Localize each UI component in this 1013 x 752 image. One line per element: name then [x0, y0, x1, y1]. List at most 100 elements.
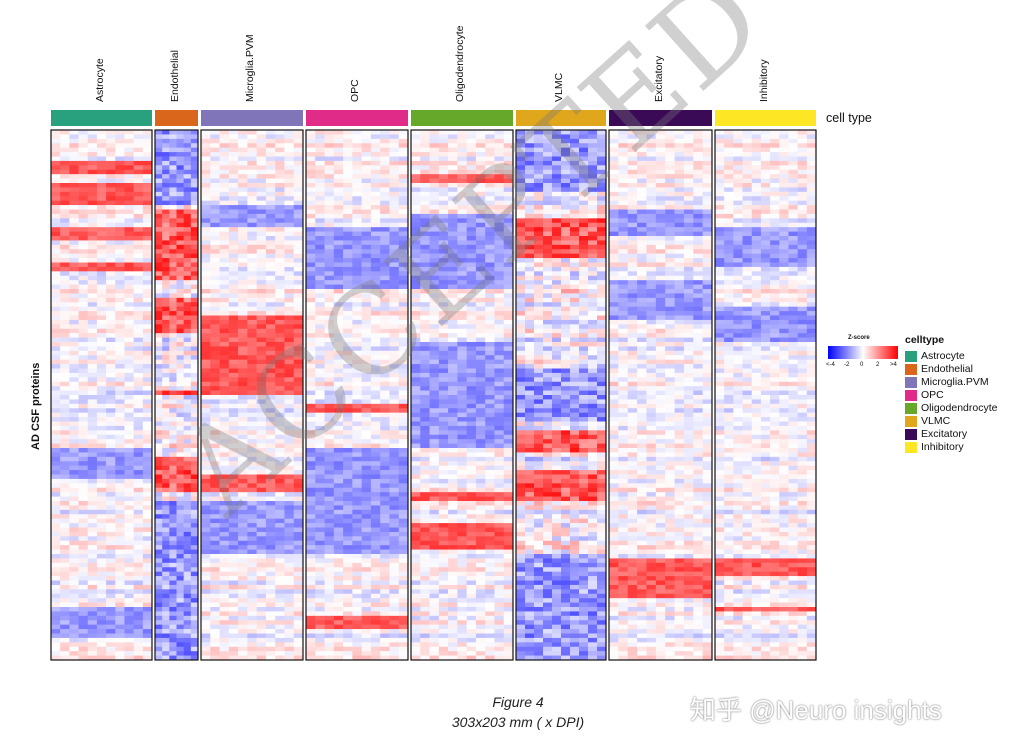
heatmap-cell [169, 461, 177, 466]
heatmap-cell [142, 324, 153, 330]
heatmap-cell [210, 602, 220, 608]
heatmap-cell [306, 297, 316, 303]
heatmap-cell [238, 160, 248, 166]
heatmap-cell [275, 386, 285, 391]
heatmap-cell [201, 540, 211, 546]
heatmap-cell [169, 593, 177, 599]
heatmap-cell [142, 346, 153, 352]
heatmap-cell [51, 412, 61, 418]
heatmap-cell [190, 196, 199, 201]
heatmap-cell [51, 262, 61, 268]
heatmap-cell [210, 434, 220, 440]
heatmap-cell [324, 381, 335, 387]
heatmap-cell [284, 487, 295, 493]
heatmap-cell [370, 403, 381, 409]
heatmap-cell [398, 496, 409, 502]
heatmap-cell [429, 209, 440, 215]
heatmap-cell [238, 174, 248, 179]
heatmap-cell [228, 558, 239, 564]
heatmap-cell [106, 156, 116, 162]
heatmap-cell [420, 209, 430, 215]
heatmap-cell [228, 143, 239, 148]
heatmap-cell [210, 191, 220, 197]
heatmap-cell [398, 275, 409, 281]
heatmap-cell [115, 355, 125, 360]
heatmap-cell [293, 395, 304, 400]
heatmap-cell [324, 337, 335, 343]
heatmap-cell [457, 191, 467, 197]
heatmap-cell [352, 213, 362, 219]
heatmap-cell [78, 646, 89, 652]
heatmap-cell [306, 527, 316, 533]
heatmap-cell [389, 174, 400, 179]
heatmap-cell [78, 209, 89, 215]
heatmap-cell [485, 183, 495, 188]
heatmap-cell [265, 615, 276, 621]
heatmap-cell [324, 174, 335, 179]
heatmap-cell [389, 147, 400, 153]
heatmap-cell [389, 368, 400, 374]
heatmap-cell [78, 346, 89, 352]
heatmap-cell [256, 580, 267, 586]
heatmap-cell [333, 439, 344, 444]
heatmap-cell [343, 408, 353, 413]
heatmap-cell [420, 134, 430, 140]
heatmap-cell [162, 434, 170, 440]
heatmap-cell [162, 655, 170, 661]
heatmap-cell [169, 518, 177, 524]
heatmap-cell [380, 258, 390, 263]
heatmap-cell [51, 143, 61, 148]
heatmap-cell [361, 284, 372, 290]
heatmap-cell [370, 222, 381, 228]
heatmap-cell [361, 465, 372, 471]
heatmap-cell [210, 615, 220, 621]
heatmap-cell [315, 152, 325, 157]
heatmap-cell [106, 266, 116, 272]
heatmap-cell [380, 315, 390, 321]
heatmap-cell [256, 629, 267, 634]
heatmap-cell [78, 505, 89, 511]
heatmap-cell [370, 187, 381, 193]
heatmap-cell [361, 178, 372, 184]
heatmap-cell [78, 531, 89, 537]
heatmap-cell [247, 523, 257, 528]
heatmap-cell [190, 496, 199, 502]
heatmap-cell [96, 607, 107, 612]
heatmap-cell [238, 218, 248, 224]
heatmap-cell [162, 200, 170, 206]
heatmap-cell [333, 417, 344, 422]
heatmap-cell [142, 328, 153, 334]
heatmap-cell [190, 624, 199, 630]
heatmap-cell [190, 213, 199, 219]
heatmap-cell [228, 227, 239, 232]
heatmap-cell [284, 408, 295, 413]
heatmap-cell [275, 399, 285, 405]
heatmap-cell [343, 620, 353, 625]
heatmap-cell [306, 421, 316, 427]
heatmap-cell [115, 567, 125, 572]
heatmap-cell [238, 589, 248, 595]
heatmap-cell [275, 143, 285, 148]
heatmap-cell [87, 549, 98, 555]
heatmap-cell [306, 328, 316, 334]
heatmap-cell [87, 425, 98, 431]
heatmap-cell [306, 624, 316, 630]
heatmap-cell [247, 381, 257, 387]
heatmap-cell [275, 244, 285, 250]
heatmap-cell [78, 448, 89, 453]
heatmap-cell [176, 611, 184, 617]
heatmap-cell [162, 576, 170, 581]
heatmap-cell [284, 187, 295, 193]
heatmap-cell [275, 620, 285, 625]
heatmap-cell [284, 240, 295, 246]
heatmap-cell [256, 558, 267, 564]
heatmap-cell [201, 620, 211, 625]
heatmap-cell [124, 523, 134, 528]
heatmap-cell [183, 408, 192, 413]
heatmap-cell [256, 412, 267, 418]
heatmap-cell [201, 324, 211, 330]
heatmap-cell [142, 598, 153, 603]
heatmap-cell [201, 399, 211, 405]
heatmap-cell [69, 483, 79, 489]
heatmap-cell [142, 655, 153, 661]
